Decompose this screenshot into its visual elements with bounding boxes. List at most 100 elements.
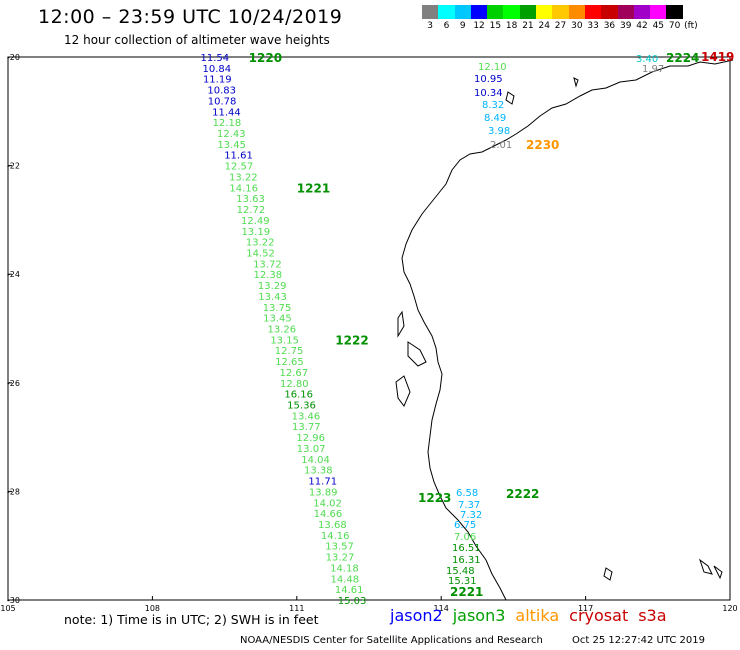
swh-value: 13.27 bbox=[326, 553, 355, 564]
legend-swatch bbox=[503, 5, 520, 19]
x-tick-label: 120 bbox=[722, 604, 737, 613]
legend-cell: 70 bbox=[666, 5, 683, 31]
swh-value: 13.45 bbox=[263, 314, 292, 325]
swh-value: 12.65 bbox=[275, 357, 304, 368]
legend-label: 39 bbox=[619, 21, 632, 31]
swh-value: 13.43 bbox=[258, 292, 287, 303]
coastline-path bbox=[401, 59, 734, 601]
legend-cell: 36 bbox=[601, 5, 618, 31]
legend-cell: 33 bbox=[584, 5, 602, 31]
map-frame bbox=[7, 56, 731, 601]
legend-swatch bbox=[601, 5, 618, 19]
swh-value: 13.63 bbox=[236, 194, 265, 205]
legend-swatch bbox=[666, 5, 683, 19]
legend-cell: 42 bbox=[633, 5, 651, 31]
swh-value: 15.31 bbox=[448, 576, 477, 587]
credit-line: NOAA/NESDIS Center for Satellite Applica… bbox=[240, 635, 705, 646]
legend-cell: 30 bbox=[568, 5, 585, 31]
legend-cell: (ft) bbox=[683, 5, 699, 31]
legend-label: 33 bbox=[587, 21, 599, 31]
time-label: 2221 bbox=[450, 585, 483, 599]
axis-ticks: 105 108 111 114 117 120 -20 -22 -24 -26 -28 -30 bbox=[0, 53, 737, 613]
legend-label: 36 bbox=[603, 21, 616, 31]
legend-label: 24 bbox=[538, 21, 550, 31]
swh-value: 13.15 bbox=[270, 335, 299, 346]
island bbox=[699, 558, 713, 575]
swh-value: 16.31 bbox=[452, 555, 481, 566]
coastline bbox=[395, 59, 734, 601]
satellite-legend: jason2 jason3 altika cryosat s3a bbox=[390, 606, 677, 625]
legend-label: 30 bbox=[571, 21, 583, 31]
time-label: 2224 bbox=[666, 51, 699, 65]
x-tick-label: 111 bbox=[289, 604, 304, 613]
swh-value: 13.46 bbox=[292, 411, 321, 422]
swh-value: 11.44 bbox=[212, 107, 241, 118]
x-tick-label: 108 bbox=[145, 604, 160, 613]
legend-cell: 45 bbox=[650, 5, 667, 31]
legend-label: 12 bbox=[473, 21, 485, 31]
swh-value: 7.06 bbox=[454, 532, 476, 543]
swh-value: 7.37 bbox=[458, 500, 480, 511]
swh-value: 12.72 bbox=[237, 205, 266, 216]
footer-note: note: 1) Time is in UTC; 2) SWH is in fe… bbox=[64, 612, 319, 627]
swh-value: 8.32 bbox=[482, 100, 504, 111]
swh-value: 14.02 bbox=[313, 498, 342, 509]
legend-swatch bbox=[454, 5, 471, 19]
swh-value: 12.43 bbox=[217, 129, 246, 140]
satellite-s3a: s3a bbox=[638, 606, 667, 625]
swh-value: 16.51 bbox=[452, 543, 481, 554]
time-label: 2222 bbox=[506, 487, 539, 501]
time-label: 2230 bbox=[526, 138, 559, 152]
swh-value: 3.40 bbox=[636, 54, 658, 65]
swh-value: 13.22 bbox=[246, 238, 275, 249]
legend-cell: 6 bbox=[438, 5, 455, 31]
map-subtitle: 12 hour collection of altimeter wave hei… bbox=[64, 33, 330, 47]
legend-swatch bbox=[650, 5, 667, 19]
swh-value: 13.57 bbox=[325, 542, 354, 553]
legend-cell: 15 bbox=[487, 5, 504, 31]
swh-value: 12.10 bbox=[478, 62, 507, 73]
swh-value: 2.01 bbox=[490, 140, 512, 151]
swh-value: 14.66 bbox=[314, 509, 343, 520]
satellite-cryosat: cryosat bbox=[569, 606, 629, 625]
legend-swatch bbox=[519, 5, 537, 19]
legend-swatch bbox=[438, 5, 455, 19]
legend-label: 42 bbox=[636, 21, 648, 31]
swh-value: 10.83 bbox=[207, 86, 236, 97]
swh-value: 14.52 bbox=[246, 248, 275, 259]
swh-value: 6.75 bbox=[454, 520, 476, 531]
legend-cell: 39 bbox=[617, 5, 634, 31]
swh-value: 10.34 bbox=[474, 88, 503, 99]
legend-swatch bbox=[536, 5, 553, 19]
swh-value: 14.61 bbox=[335, 585, 364, 596]
swh-value: 13.22 bbox=[229, 172, 258, 183]
legend-cell: 24 bbox=[536, 5, 553, 31]
swh-value: 12.18 bbox=[213, 118, 242, 129]
legend-cell: 9 bbox=[454, 5, 471, 31]
island bbox=[713, 565, 723, 580]
legend-swatch bbox=[617, 5, 634, 19]
x-tick-label: 105 bbox=[0, 604, 15, 613]
swh-value: 13.72 bbox=[253, 259, 282, 270]
legend-swatch bbox=[487, 5, 504, 19]
legend-label: (ft) bbox=[684, 21, 698, 31]
legend-swatch bbox=[470, 5, 488, 19]
legend-cell: 27 bbox=[552, 5, 569, 31]
swh-value: 13.77 bbox=[292, 422, 321, 433]
swh-value: 13.38 bbox=[304, 466, 333, 477]
east-track: 12.1010.9510.348.328.493.982.016.587.377… bbox=[418, 50, 734, 599]
legend-swatch bbox=[552, 5, 569, 19]
swh-value: 1.97 bbox=[642, 64, 664, 75]
satellite-jason2: jason2 bbox=[390, 606, 443, 625]
map-border bbox=[7, 56, 731, 601]
island bbox=[505, 91, 515, 105]
legend-label: 45 bbox=[652, 21, 665, 31]
legend-label: 27 bbox=[554, 21, 567, 31]
altimeter-track: 11.5410.8411.1910.8310.7811.4412.1812.43… bbox=[201, 51, 369, 607]
swh-value: 13.68 bbox=[318, 520, 347, 531]
swh-value: 7.32 bbox=[460, 510, 482, 521]
time-label: 1222 bbox=[335, 333, 368, 347]
satellite-jason3: jason3 bbox=[452, 606, 506, 625]
peninsula bbox=[407, 341, 427, 367]
